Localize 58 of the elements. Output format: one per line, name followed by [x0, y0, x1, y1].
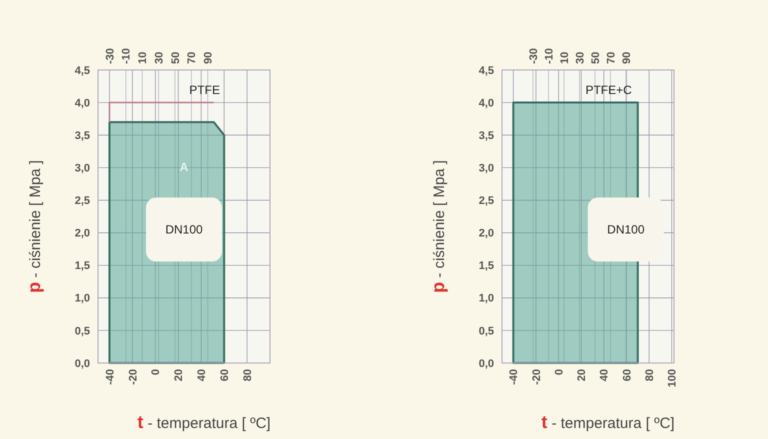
x2-tick-label: 30 — [574, 52, 586, 64]
x-tick-label: 40 — [196, 369, 208, 382]
y-tick-label: 3,0 — [74, 162, 90, 175]
y-tick-label: 0,0 — [74, 358, 90, 370]
y-tick-label: 2,0 — [478, 228, 494, 240]
x-tick-label: 80 — [242, 369, 254, 382]
x2-tick-label: 10 — [558, 52, 571, 64]
y-tick-label: 1,0 — [478, 292, 494, 305]
y-tick-label: 3,5 — [478, 130, 494, 142]
x-tick-label: 40 — [598, 369, 611, 382]
x-tick-label: 100 — [666, 369, 679, 388]
x-tick-label: -40 — [104, 369, 116, 385]
y-tick-label: 3,5 — [74, 130, 90, 142]
y-tick-label: 2,0 — [74, 228, 90, 240]
annotation: PTFE — [189, 83, 220, 98]
x-tick-label: 20 — [173, 369, 186, 382]
x-tick-label: 80 — [644, 369, 656, 382]
y-tick-label: 1,5 — [478, 260, 494, 272]
annotation: PTFE+C — [585, 83, 632, 98]
y-tick-label: 3,0 — [478, 162, 494, 175]
y-tick-label: 1,0 — [74, 292, 90, 305]
x-tick-label: 20 — [576, 369, 588, 382]
y-tick-label: 0,0 — [478, 358, 494, 370]
y-tick-label: 4,0 — [74, 97, 90, 110]
x-axis-title: t - temperatura [ ºC] — [137, 412, 271, 432]
x-tick-label: -20 — [127, 369, 140, 385]
x-tick-label: -40 — [508, 369, 520, 385]
x-axis-title: t - temperatura [ ºC] — [541, 412, 675, 432]
y-tick-label: 4,5 — [478, 64, 494, 77]
y-tick-label: 2,5 — [74, 195, 90, 208]
annotation: DN100 — [165, 222, 203, 237]
x2-tick-label: -10 — [120, 48, 133, 64]
y-tick-label: 4,5 — [74, 64, 90, 77]
y-tick-label: 4,0 — [478, 97, 494, 110]
y-tick-label: 1,5 — [74, 260, 90, 272]
annotation: DN100 — [607, 222, 645, 237]
x-tick-label: 60 — [621, 369, 634, 382]
x2-tick-label: 90 — [620, 52, 633, 64]
x2-tick-label: 50 — [590, 52, 602, 64]
x2-tick-label: 70 — [605, 52, 618, 64]
x2-tick-label: -10 — [543, 48, 556, 64]
x2-tick-label: -30 — [528, 48, 540, 64]
y-axis-title: p - ciśnienie [ Mpa ] — [428, 160, 448, 293]
y-tick-label: 0,5 — [478, 325, 494, 338]
x2-tick-label: -30 — [104, 48, 116, 64]
y-tick-label: 2,5 — [478, 195, 494, 208]
x2-tick-label: 50 — [170, 52, 182, 64]
x-tick-label: 60 — [218, 369, 231, 382]
x2-tick-label: 30 — [153, 52, 166, 64]
x2-tick-label: 70 — [186, 52, 198, 64]
x-tick-label: -20 — [530, 369, 543, 385]
x-tick-label: 0 — [553, 369, 566, 376]
x2-tick-label: 90 — [202, 52, 215, 64]
y-tick-label: 0,5 — [74, 325, 90, 338]
x-tick-label: 0 — [150, 369, 162, 376]
annotation: A — [180, 160, 189, 174]
y-axis-title: p - ciśnienie [ Mpa ] — [24, 160, 44, 293]
x2-tick-label: 10 — [137, 52, 150, 64]
